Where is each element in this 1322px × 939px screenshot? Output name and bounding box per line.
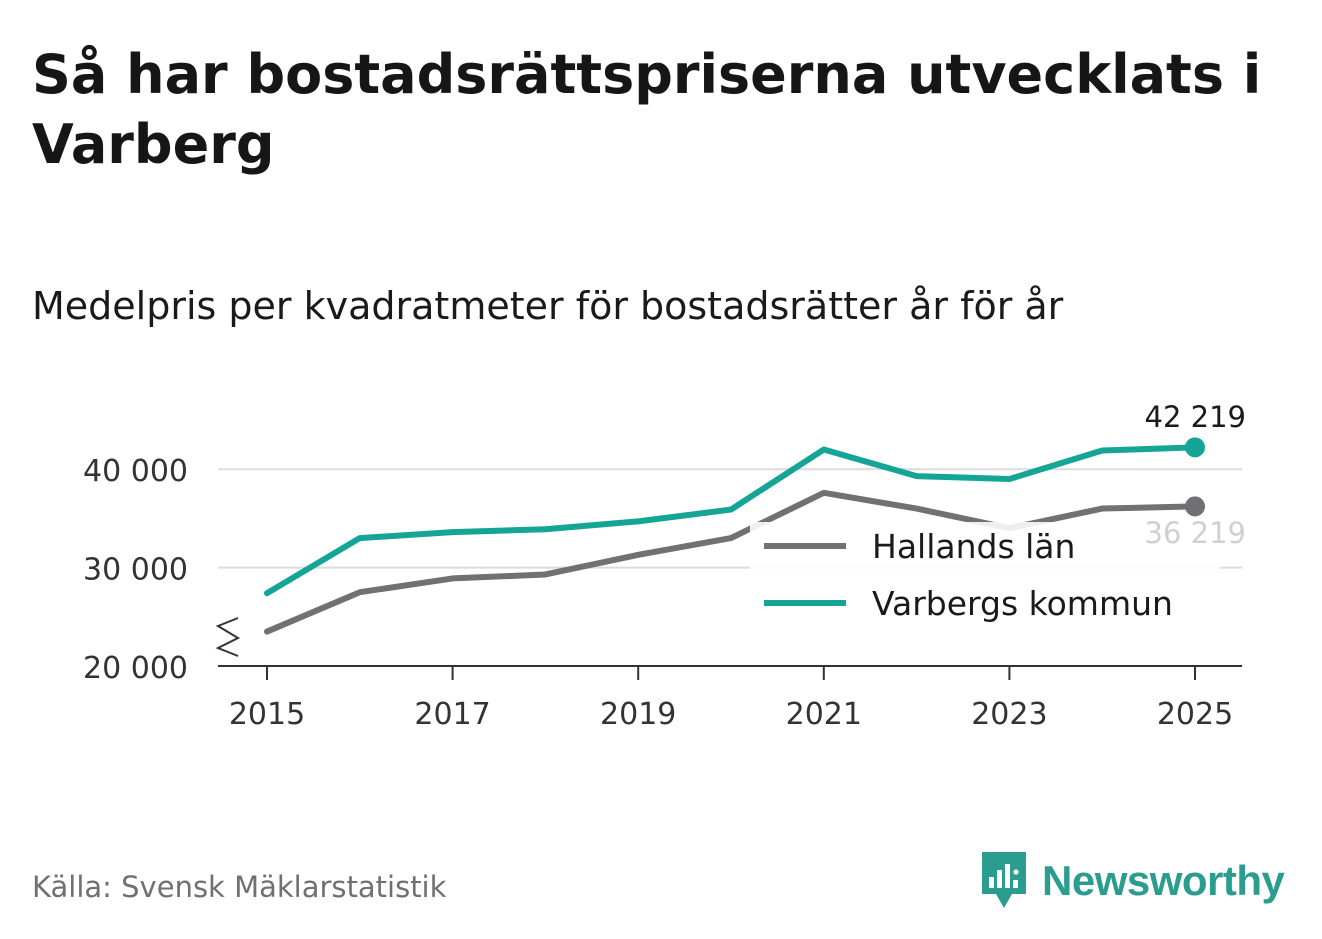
axis-break-mark [215, 617, 241, 657]
series-end-dot-0 [1185, 496, 1205, 517]
chart-subtitle: Medelpris per kvadratmeter för bostadsrä… [32, 284, 1064, 328]
x-tick-label-2021: 2021 [786, 697, 862, 732]
line-chart: 20 000 30 000 40 000 2015 2017 2019 2021 2023 20… [83, 400, 1246, 732]
series-line-0 [264, 489, 1198, 635]
legend-background [750, 522, 1220, 628]
legend-label-0: Hallands län [872, 527, 1075, 566]
x-tick-label-2019: 2019 [600, 697, 676, 732]
series-layer [264, 437, 1205, 635]
legend: Hallands län Varbergs kommun [750, 522, 1220, 628]
x-tick-label-2025: 2025 [1157, 697, 1233, 732]
brand-name: Newsworthy [1042, 857, 1285, 904]
chart-title: Så har bostadsrättspriserna utvecklats i… [32, 43, 1262, 176]
x-tick-label-2017: 2017 [414, 697, 490, 732]
axes: 20 000 30 000 40 000 2015 2017 2019 2021 2023 20… [83, 454, 1242, 732]
end-label-hallands-lan: 36 219 [1145, 516, 1246, 550]
y-tick-label-30000: 30 000 [83, 553, 188, 588]
legend-label-1: Varbergs kommun [872, 584, 1173, 623]
y-tick-label-20000: 20 000 [83, 651, 188, 686]
newsworthy-logo-icon [982, 852, 1026, 908]
source-note: Källa: Svensk Mäklarstatistik [32, 870, 447, 904]
end-label-varbergs-kommun: 42 219 [1145, 400, 1246, 434]
end-labels: 42 219 36 219 [1145, 400, 1246, 550]
x-tick-label-2023: 2023 [971, 697, 1047, 732]
brand-logo[interactable]: Newsworthy [980, 850, 1285, 912]
x-tick-label-2015: 2015 [229, 697, 305, 732]
series-end-dot-1 [1185, 437, 1205, 458]
series-line-1 [264, 444, 1198, 597]
y-tick-label-40000: 40 000 [83, 454, 188, 489]
